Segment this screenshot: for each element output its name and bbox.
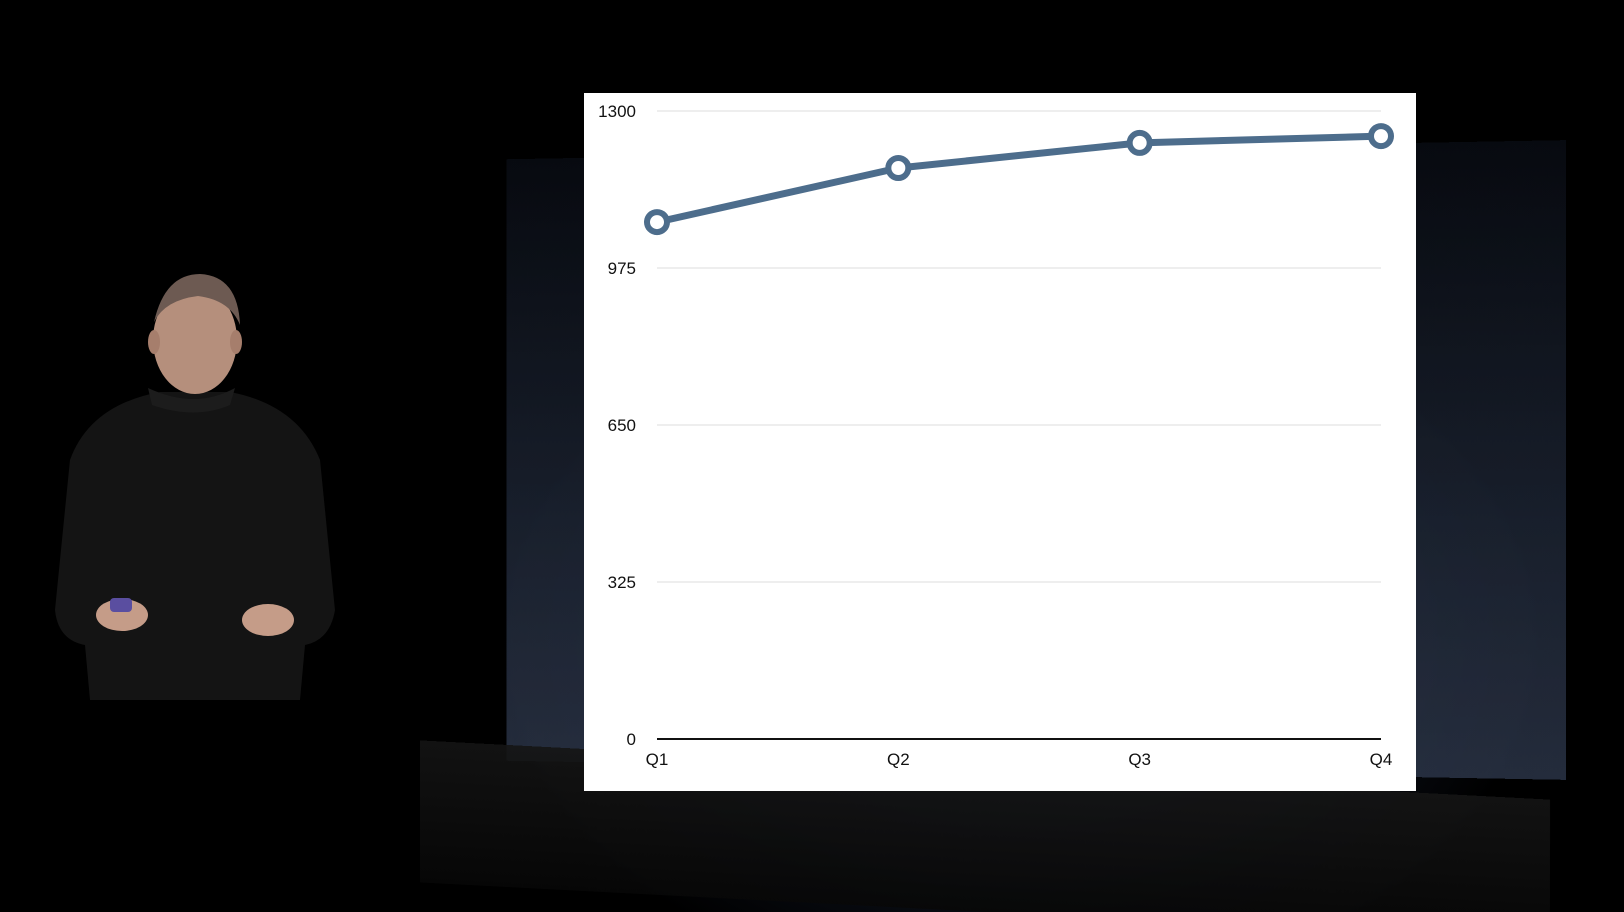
x-tick-label: Q2 (887, 750, 910, 769)
y-tick-label: 650 (608, 416, 636, 435)
y-tick-label: 1300 (598, 102, 636, 121)
chart-slide: 0 325 650 975 1300 Q1 Q2 Q3 Q4 (584, 93, 1416, 791)
data-point (885, 155, 912, 182)
presenter-figure (30, 270, 350, 710)
y-tick-label: 325 (608, 573, 636, 592)
data-point (1368, 123, 1394, 150)
line-chart: 0 325 650 975 1300 Q1 Q2 Q3 Q4 (598, 102, 1394, 769)
series-line (653, 132, 1385, 226)
data-point (1126, 129, 1153, 156)
x-tick-label: Q4 (1370, 750, 1393, 769)
data-point (644, 209, 670, 236)
x-tick-label: Q1 (646, 750, 669, 769)
y-tick-label: 975 (608, 259, 636, 278)
x-tick-label: Q3 (1128, 750, 1151, 769)
presenter-silhouette (55, 274, 335, 700)
y-tick-label: 0 (627, 730, 636, 749)
